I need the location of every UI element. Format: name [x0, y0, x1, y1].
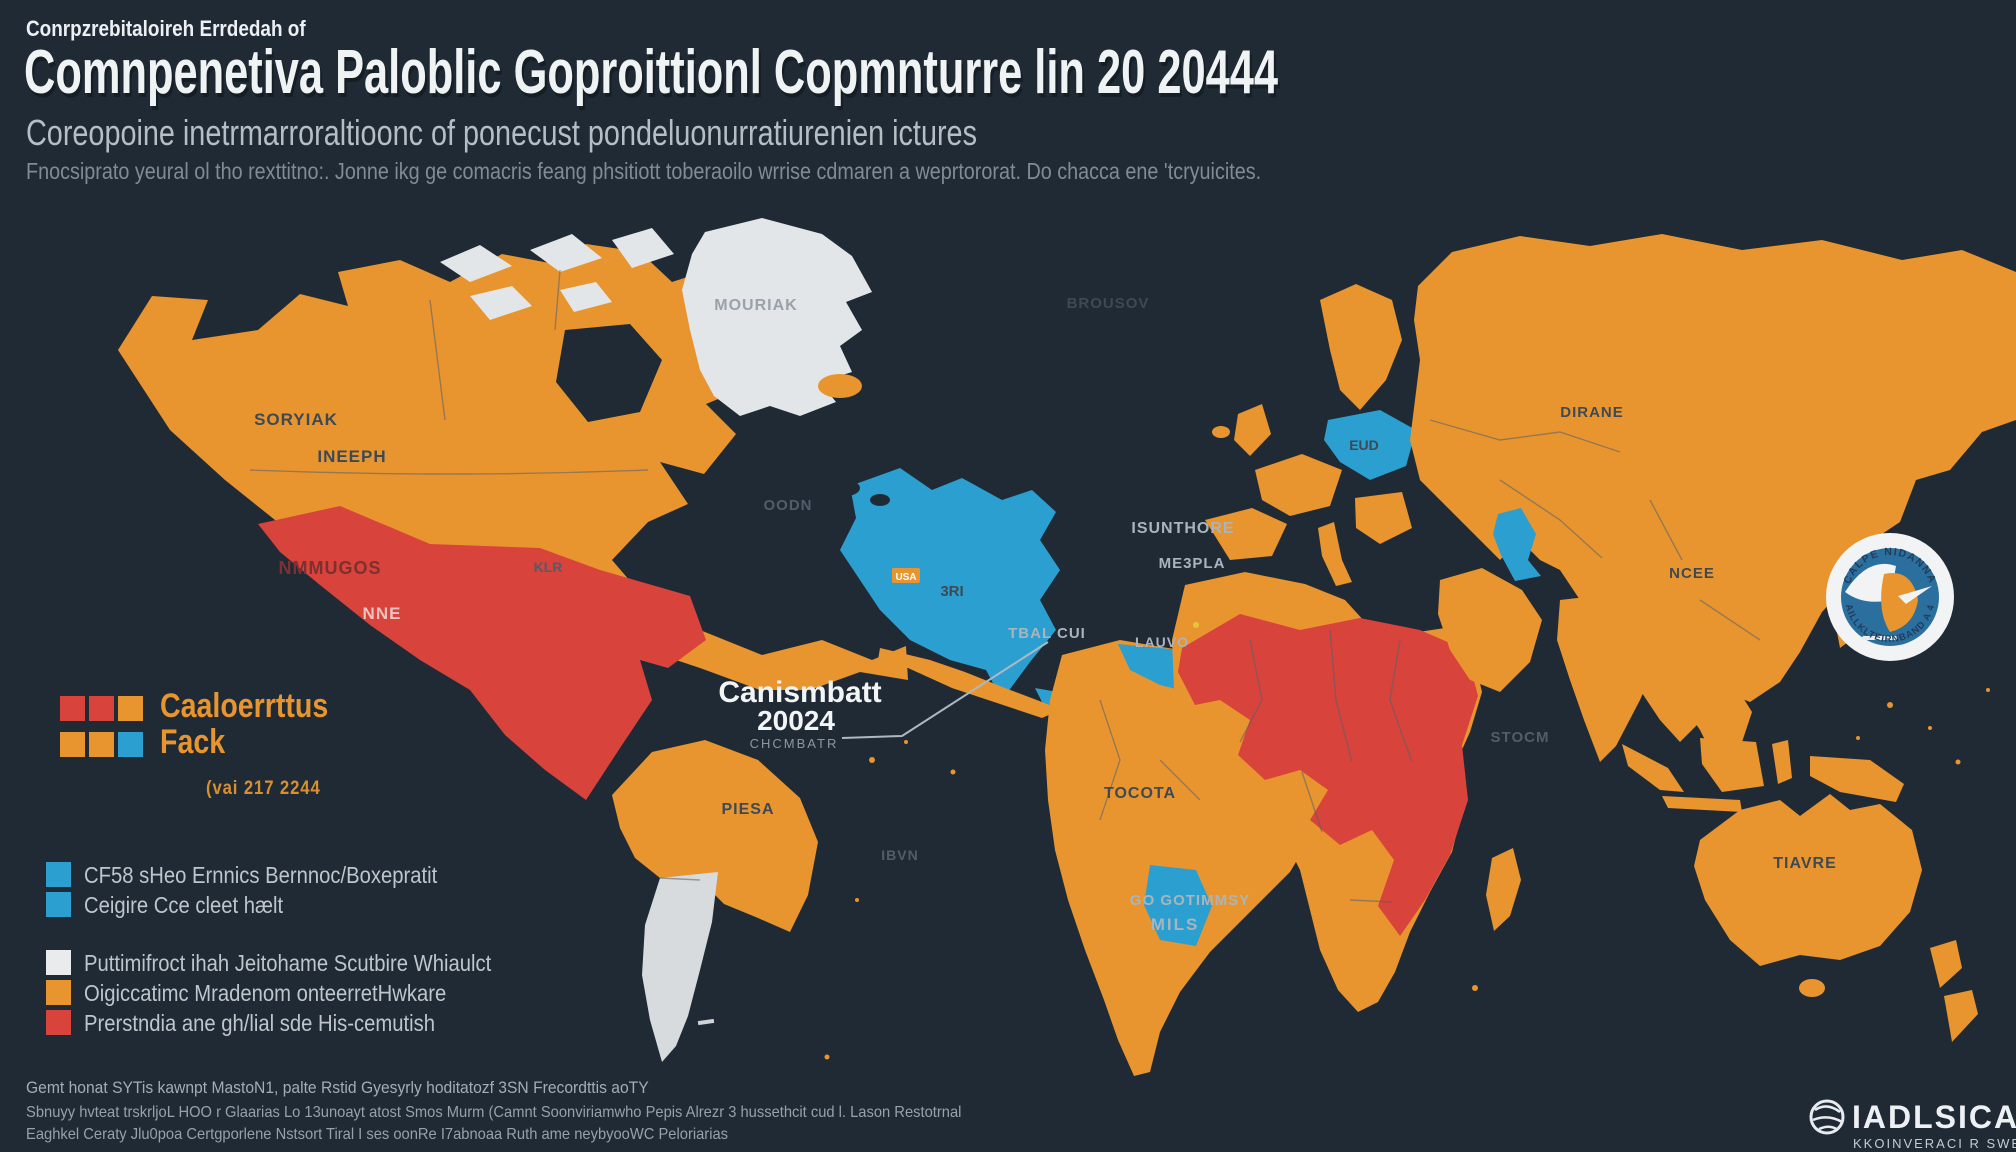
region-india	[1557, 594, 1662, 762]
yellow-speck	[1193, 622, 1199, 628]
brand-name: IADLSICAE	[1852, 1099, 2016, 1135]
swatch-red	[89, 696, 114, 721]
globe-icon	[1809, 1099, 1845, 1135]
swatch-red	[46, 1010, 71, 1035]
svg-text:20024: 20024	[757, 705, 835, 736]
swatch-blue	[46, 862, 71, 887]
page-description: Fnocsiprato yeural ol tho rexttitno:. Jo…	[26, 158, 1262, 184]
label-ncee: NCEE	[1669, 565, 1715, 582]
region-eurasia	[1410, 234, 2016, 742]
footer-line-1: Gemt honat SYTis kawnpt MastoN1, palte R…	[26, 1078, 649, 1097]
legend-item-text: Ceigire Cce cleet hælt	[84, 892, 284, 918]
region-south-america-west	[612, 740, 818, 932]
region-mexico-red	[258, 506, 706, 800]
region-greenland	[682, 218, 872, 416]
swatch-white	[46, 950, 71, 975]
region-tasmania	[1799, 979, 1825, 997]
region-europe	[1205, 284, 1412, 586]
swatch-blue	[46, 892, 71, 917]
footer-line-3: Eaghkel Ceraty Jlu0poa Certgporlene Nsts…	[26, 1126, 729, 1143]
legend-caption: (vai 217 2244	[206, 778, 321, 799]
white-dash	[697, 1018, 715, 1026]
great-lakes	[832, 480, 890, 506]
hudson-bay	[556, 324, 662, 422]
label-tocota: TOCOTA	[1104, 785, 1176, 802]
footer-line-2: Sbnuyy hvteat trskrljoL HOO r Glaarias L…	[26, 1104, 962, 1121]
label-tiavre: TIAVRE	[1773, 855, 1836, 872]
label-nmmugos: NMMUGOS	[279, 558, 382, 578]
annotation-leader-line	[841, 641, 1049, 739]
swatch-blue	[118, 732, 143, 757]
swatch-orange	[89, 732, 114, 757]
label-dirane: DIRANE	[1560, 404, 1624, 421]
legend-item-text: Prerstndia ane gh/lial sde His-cemutish	[84, 1010, 435, 1036]
label-ibvn: IBVN	[881, 847, 918, 863]
label-piesa: PIESA	[721, 801, 774, 818]
region-new-zealand	[1930, 940, 1978, 1042]
label-lauvo: LAUVO	[1135, 634, 1189, 650]
region-australia	[1694, 794, 1922, 966]
usa-flag-badge: USA	[892, 568, 920, 583]
brand-tagline: KKOINVERACI R SWB	[1853, 1136, 2016, 1151]
label-me3pla: ME3PLA	[1159, 555, 1226, 572]
country-borders	[249, 269, 1761, 903]
page-title: Comnpenetiva Paloblic Goproittionl Copmn…	[24, 38, 1279, 107]
badge-underline	[1862, 636, 1898, 640]
label-oodn: OODN	[764, 497, 813, 514]
label-tbal-cui: TBAL CUI	[1008, 625, 1086, 642]
label-klr: KLR	[534, 559, 563, 575]
region-poland-blue	[1324, 410, 1416, 480]
label-ineeph: INEEPH	[317, 447, 386, 466]
svg-text:CHCMBATR: CHCMBATR	[750, 736, 839, 751]
circular-badge: CALPE NIDANNA AILLKLTEIRNBAND A 4	[1826, 533, 1954, 661]
label-stocm: STOCM	[1491, 729, 1550, 746]
swatch-orange	[60, 732, 85, 757]
legend-row1-label: Caaloerrttus	[160, 687, 329, 725]
badge-landmass-icon	[1881, 573, 1918, 632]
label-go-gotimmsy: GO GOTIMMSY	[1130, 892, 1250, 909]
arctic-islands	[440, 228, 674, 320]
swatch-orange	[46, 980, 71, 1005]
legend-item-text: CF58 sHeo Ernnics Bernnoc/Boxepratit	[84, 862, 438, 888]
region-madagascar	[1486, 848, 1521, 931]
svg-text:USA: USA	[895, 572, 916, 583]
map-annotation: Canismbatt 20024 CHCMBATR	[718, 676, 881, 751]
swatch-orange	[118, 696, 143, 721]
region-arabia	[1438, 568, 1542, 692]
region-paraguay-blue	[1144, 865, 1212, 946]
legend-row2-label: Fack	[160, 723, 226, 761]
region-patagonia-gray	[642, 872, 718, 1062]
label-3ri: 3RI	[940, 583, 963, 600]
label-brousov: BROUSOV	[1067, 295, 1150, 312]
label-nne: NNE	[363, 604, 402, 623]
legend-item-text: Puttimifroct ihah Jeitohame Scutbire Whi…	[84, 950, 492, 976]
svg-text:Canismbatt: Canismbatt	[718, 676, 881, 709]
label-eud: EUD	[1349, 437, 1379, 453]
label-mils: MILS	[1151, 915, 1200, 934]
region-indonesia	[1622, 738, 1904, 812]
label-isunthore: ISUNTHORE	[1131, 520, 1234, 537]
region-africa-red-band	[1178, 614, 1478, 936]
brand-logo: IADLSICAE KKOINVERACI R SWB	[1809, 1099, 2016, 1151]
label-soryiak: SORYIAK	[254, 410, 338, 429]
header-kicker: Conrpzrebitaloireh Errdedah of	[26, 16, 306, 41]
legend-item-text: Oigiccatimc Mradenom onteerretHwkare	[84, 980, 447, 1006]
swatch-red	[60, 696, 85, 721]
badge-swoosh-icon	[1898, 586, 1932, 604]
ocean-specks	[824, 297, 1990, 1060]
page-subtitle: Coreopoine inetrmarroraltioonc of ponecu…	[26, 112, 977, 153]
label-mouriak: MOURIAK	[714, 297, 797, 314]
region-iceland	[818, 374, 862, 398]
region-se-asia	[1660, 640, 1752, 762]
caspian-sea-blue	[1493, 508, 1541, 581]
region-central-america	[878, 648, 1078, 718]
region-east-us-blue	[840, 468, 1060, 700]
